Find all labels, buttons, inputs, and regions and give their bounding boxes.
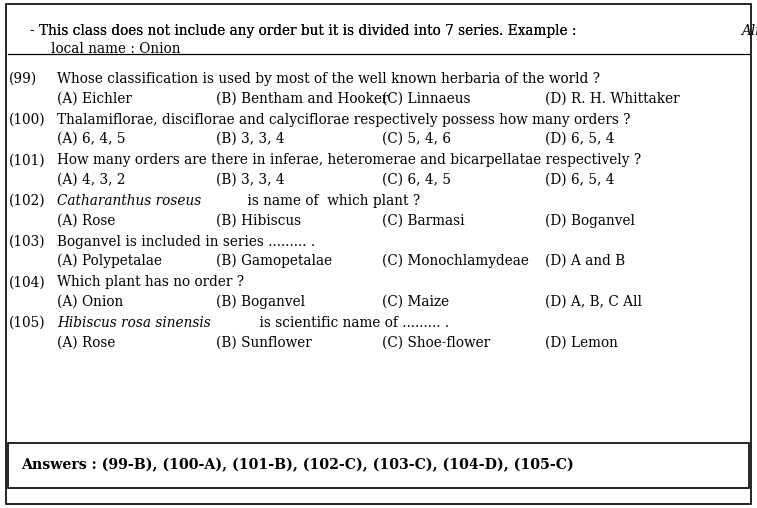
Text: Which plant has no order ?: Which plant has no order ? — [57, 275, 244, 290]
Text: Catharanthus roseus: Catharanthus roseus — [57, 194, 201, 208]
Text: (104): (104) — [9, 275, 46, 290]
Text: (B) Sunflower: (B) Sunflower — [216, 335, 311, 350]
Text: (A) 6, 4, 5: (A) 6, 4, 5 — [57, 132, 125, 146]
Text: (D) A, B, C All: (D) A, B, C All — [545, 295, 642, 309]
Text: (A) Eichler: (A) Eichler — [57, 91, 132, 106]
Text: (103): (103) — [9, 235, 45, 249]
Text: (C) 5, 4, 6: (C) 5, 4, 6 — [382, 132, 451, 146]
Text: local name : Onion: local name : Onion — [51, 42, 181, 56]
Text: (B) Boganvel: (B) Boganvel — [216, 295, 305, 309]
Text: (105): (105) — [9, 316, 45, 330]
Text: (B) Bentham and Hooker: (B) Bentham and Hooker — [216, 91, 388, 106]
Text: (D) 6, 5, 4: (D) 6, 5, 4 — [545, 132, 615, 146]
Text: (D) Lemon: (D) Lemon — [545, 335, 618, 350]
Text: (D) R. H. Whittaker: (D) R. H. Whittaker — [545, 91, 680, 106]
Text: (A) 4, 3, 2: (A) 4, 3, 2 — [57, 173, 125, 187]
Text: (C) 6, 4, 5: (C) 6, 4, 5 — [382, 173, 451, 187]
Text: Answers : (99-B), (100-A), (101-B), (102-C), (103-C), (104-D), (105-C): Answers : (99-B), (100-A), (101-B), (102… — [21, 458, 574, 472]
Text: (B) Gamopetalae: (B) Gamopetalae — [216, 254, 332, 268]
Text: is scientific name of ......... .: is scientific name of ......... . — [255, 316, 450, 330]
Text: Hibiscus rosa sinensis: Hibiscus rosa sinensis — [57, 316, 210, 330]
Text: - This class does not include any order but it is divided into 7 series. Example: - This class does not include any order … — [30, 24, 581, 39]
Text: (A) Rose: (A) Rose — [57, 335, 115, 350]
FancyBboxPatch shape — [8, 443, 749, 488]
Text: - This class does not include any order but it is divided into 7 series. Example: - This class does not include any order … — [30, 24, 581, 39]
FancyBboxPatch shape — [6, 4, 751, 504]
Text: is name of  which plant ?: is name of which plant ? — [243, 194, 420, 208]
Text: (D) Boganvel: (D) Boganvel — [545, 213, 635, 228]
Text: (A) Polypetalae: (A) Polypetalae — [57, 254, 162, 268]
Text: (B) Hibiscus: (B) Hibiscus — [216, 213, 301, 228]
Text: Alium cepa: Alium cepa — [741, 24, 757, 39]
Text: Thalamiflorae, disciflorae and calyciflorae respectively possess how many orders: Thalamiflorae, disciflorae and calyciflo… — [57, 113, 631, 127]
Text: (B) 3, 3, 4: (B) 3, 3, 4 — [216, 132, 285, 146]
Text: (C) Barmasi: (C) Barmasi — [382, 213, 465, 228]
Text: (A) Onion: (A) Onion — [57, 295, 123, 309]
Text: (B) 3, 3, 4: (B) 3, 3, 4 — [216, 173, 285, 187]
Text: (C) Maize: (C) Maize — [382, 295, 450, 309]
Text: (102): (102) — [9, 194, 45, 208]
Text: (99): (99) — [9, 72, 37, 86]
Text: Whose classification is used by most of the well known herbaria of the world ?: Whose classification is used by most of … — [57, 72, 600, 86]
Text: (100): (100) — [9, 113, 45, 127]
Text: (C) Monochlamydeae: (C) Monochlamydeae — [382, 254, 529, 268]
Text: (D) A and B: (D) A and B — [545, 254, 625, 268]
Text: (D) 6, 5, 4: (D) 6, 5, 4 — [545, 173, 615, 187]
Text: (C) Linnaeus: (C) Linnaeus — [382, 91, 471, 106]
Text: (C) Shoe-flower: (C) Shoe-flower — [382, 335, 491, 350]
Text: Boganvel is included in series ......... .: Boganvel is included in series .........… — [57, 235, 315, 249]
Text: (A) Rose: (A) Rose — [57, 213, 115, 228]
Text: How many orders are there in inferae, heteromerae and bicarpellatae respectively: How many orders are there in inferae, he… — [57, 153, 641, 168]
Text: (101): (101) — [9, 153, 45, 168]
